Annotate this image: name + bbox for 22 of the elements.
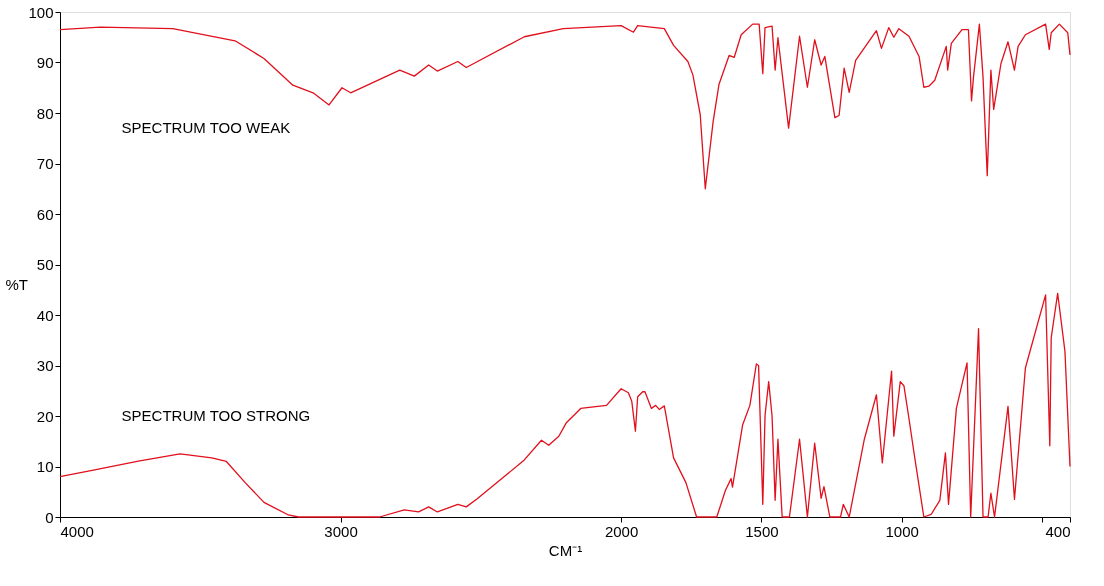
y-tick-label: 100 bbox=[28, 3, 54, 21]
y-tick-label: 60 bbox=[36, 205, 54, 223]
x-tick-label: 3000 bbox=[324, 522, 358, 540]
y-tick-label: 90 bbox=[36, 54, 54, 71]
x-tick-label: 1500 bbox=[745, 522, 779, 540]
y-axis-title: %T bbox=[5, 275, 28, 293]
annotation: SPECTRUM TOO WEAK bbox=[121, 119, 291, 137]
y-tick-label: 50 bbox=[36, 256, 54, 273]
y-tick-label: 20 bbox=[36, 407, 54, 425]
y-tick-label: 10 bbox=[36, 458, 54, 475]
y-tick-label: 30 bbox=[36, 357, 54, 374]
line-series bbox=[59, 23, 1071, 190]
y-tick-label: 80 bbox=[36, 104, 54, 122]
y-tick-label: 70 bbox=[36, 155, 54, 172]
y-tick-label: 40 bbox=[36, 306, 54, 324]
x-axis-title: CM⁻¹ bbox=[548, 541, 583, 559]
x-tick-label: 400 bbox=[1045, 522, 1071, 540]
annotation: SPECTRUM TOO STRONG bbox=[121, 407, 311, 424]
x-tick-label: 1000 bbox=[885, 522, 919, 540]
x-tick-label: 2000 bbox=[604, 522, 639, 540]
y-tick-label: 0 bbox=[45, 508, 54, 526]
x-tick-label: 4000 bbox=[60, 522, 94, 540]
